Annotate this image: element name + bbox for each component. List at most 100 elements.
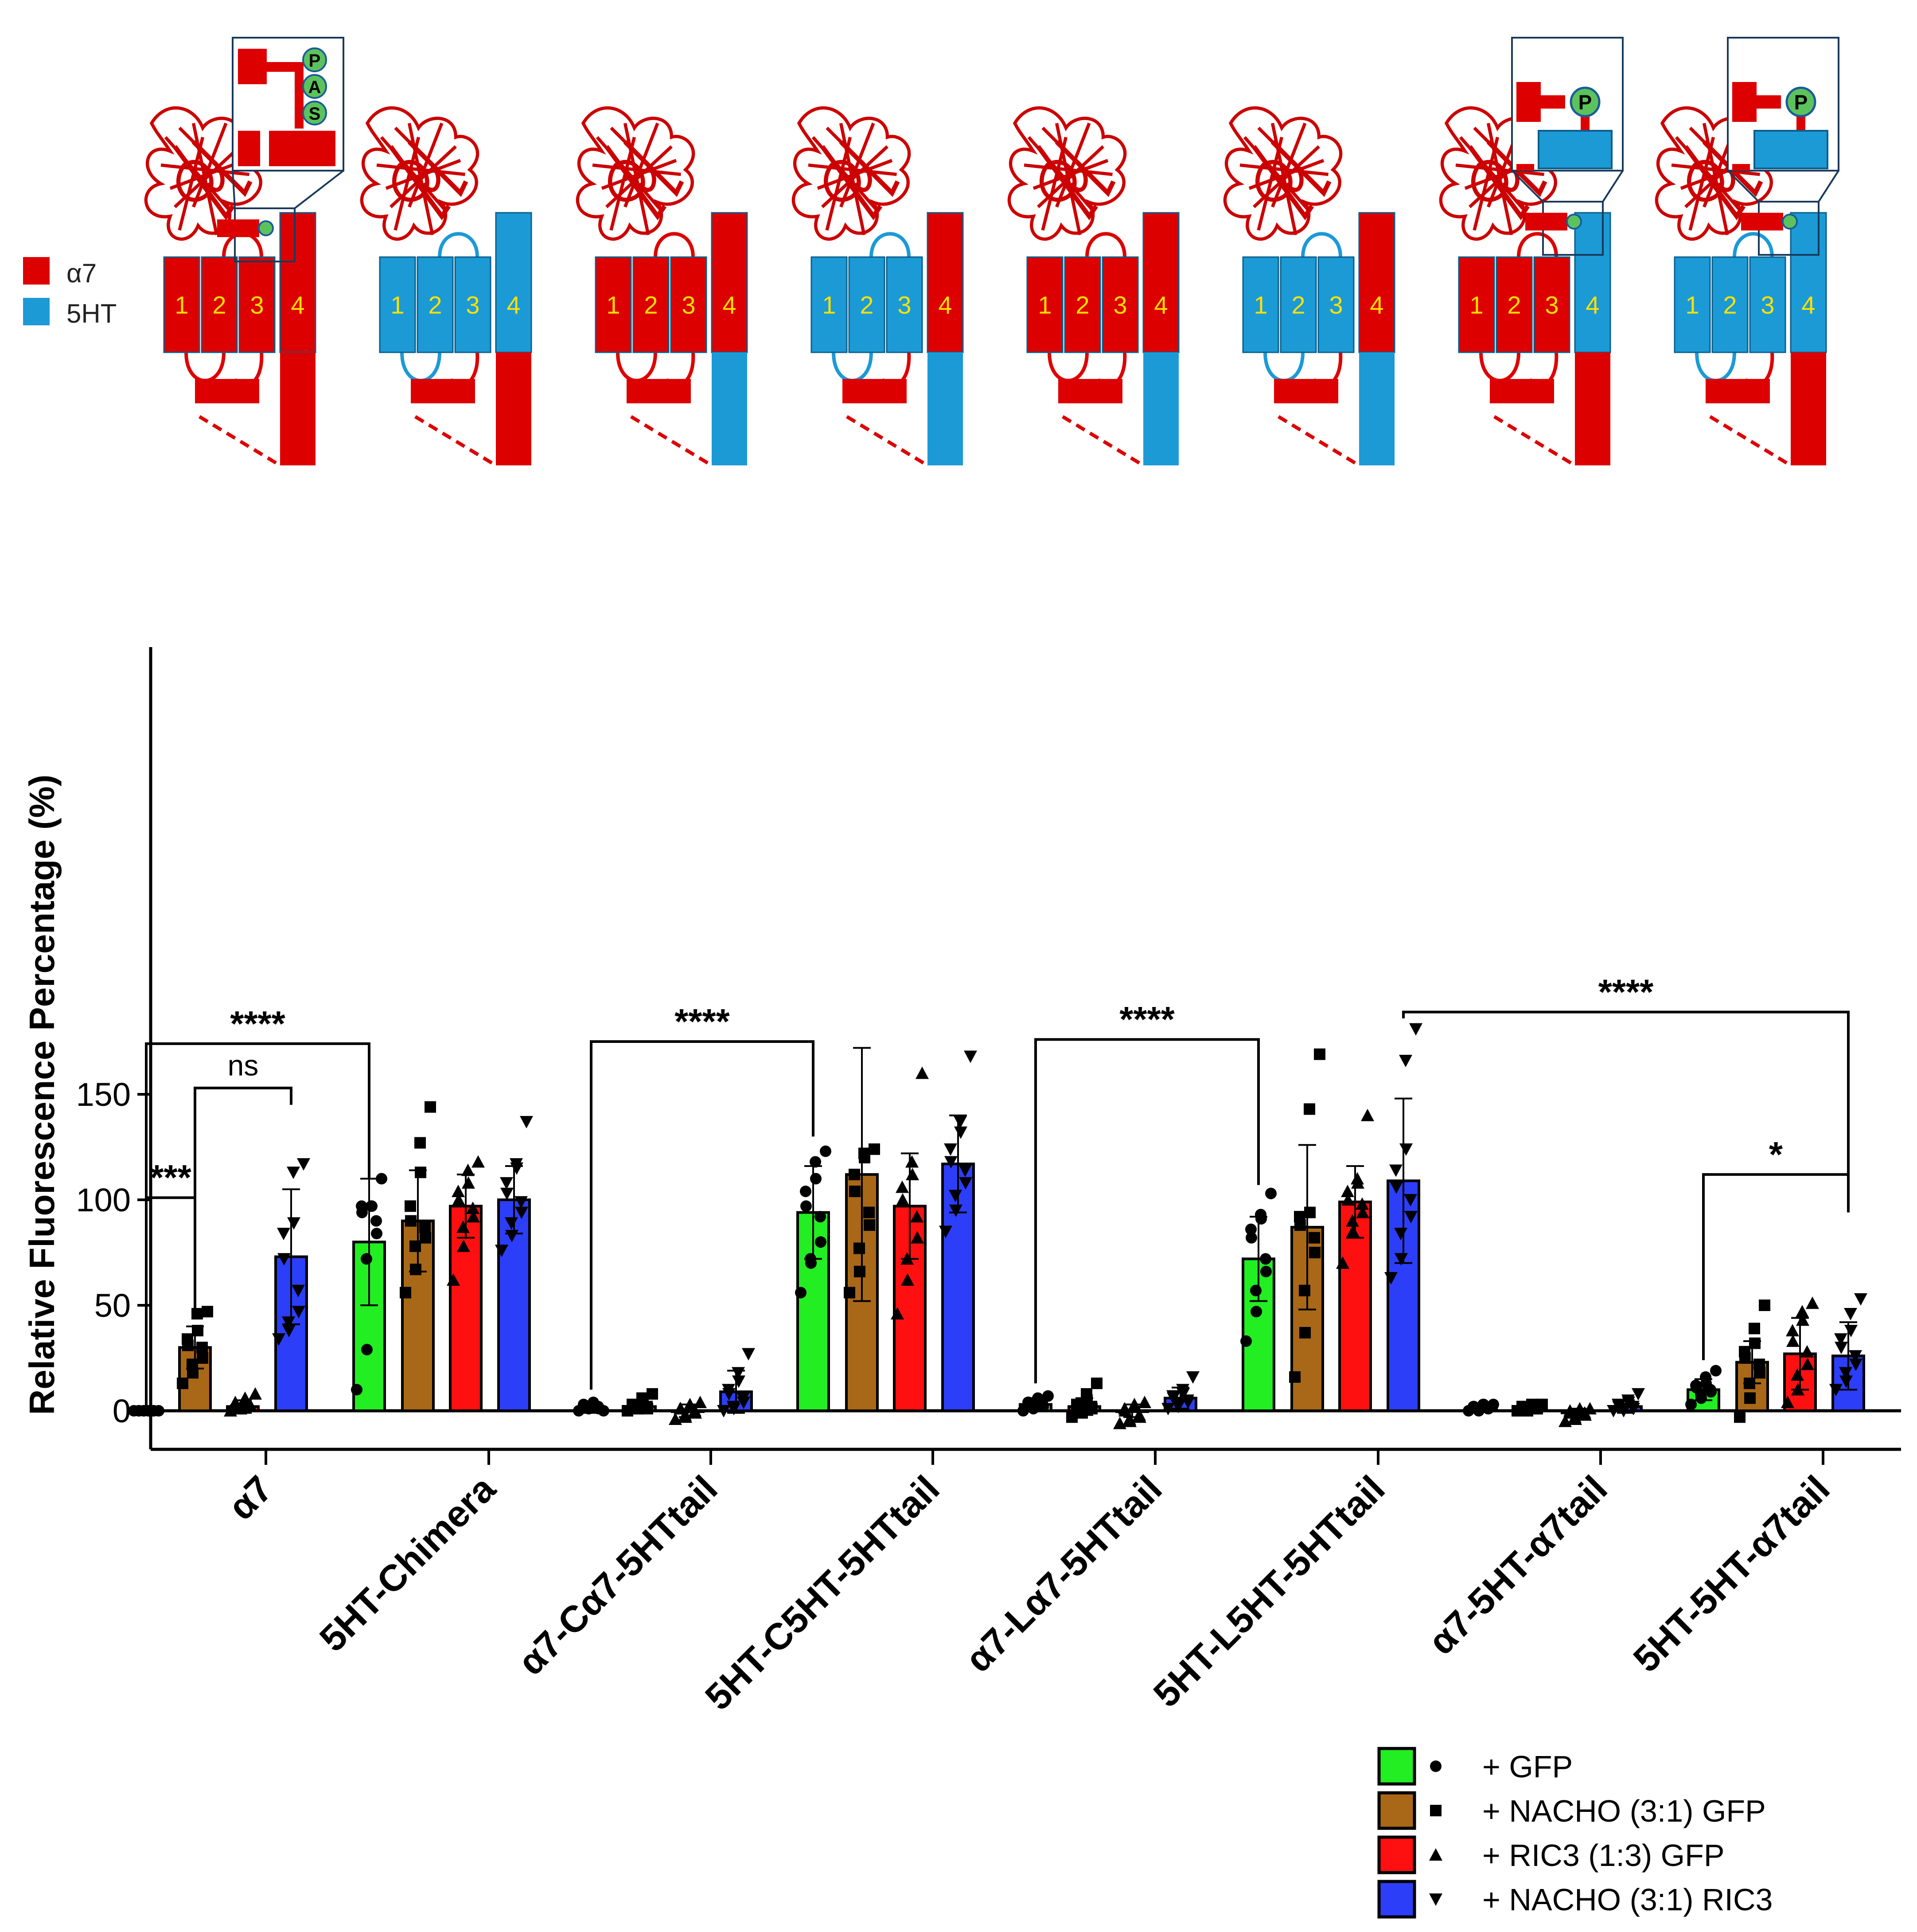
data-point-triangle-down (742, 1348, 755, 1361)
data-point-square (405, 1200, 416, 1212)
data-point-circle (578, 1398, 589, 1410)
disordered-linker (1277, 415, 1360, 467)
data-point-triangle-up (1341, 1193, 1355, 1206)
tm-number-4: 4 (1370, 291, 1383, 319)
data-point-triangle-down (1612, 1398, 1625, 1411)
data-point-circle (1251, 1306, 1262, 1318)
data-point-triangle-down (515, 1206, 528, 1219)
data-point-square (414, 1137, 426, 1149)
y-tick-label: 0 (113, 1393, 131, 1429)
data-point-triangle-down (520, 1116, 533, 1128)
ma-helix (1274, 379, 1338, 403)
data-point-triangle-up (1429, 1848, 1442, 1861)
extracellular-loop-2-3 (869, 232, 911, 258)
data-point-square (182, 1333, 193, 1345)
data-point-square (1294, 1211, 1305, 1223)
tm-number-4: 4 (507, 291, 520, 319)
data-point-triangle-up (1128, 1397, 1141, 1410)
data-point-triangle-down (959, 1177, 972, 1190)
data-point-triangle-up (452, 1184, 465, 1197)
ma-helix (411, 379, 475, 403)
tm-number-1: 1 (1038, 291, 1052, 319)
data-point-triangle-up (683, 1397, 697, 1410)
data-point-square (177, 1378, 188, 1389)
data-point-triangle-up (224, 1404, 237, 1417)
extracellular-domain-icon (577, 108, 693, 239)
transmembrane-helix-4 (711, 212, 748, 353)
extracellular-loop-2-3 (222, 232, 263, 258)
data-point-triangle-down (495, 1245, 508, 1257)
tm-number-2: 2 (212, 291, 226, 319)
data-point-triangle-down (1849, 1350, 1862, 1363)
data-point-triangle-up (1786, 1334, 1800, 1347)
transmembrane-helix-4 (1358, 212, 1395, 353)
disordered-linker (1493, 415, 1576, 467)
data-point-square (191, 1308, 203, 1320)
data-point-triangle-up (901, 1273, 914, 1286)
data-point-triangle-down (1389, 1164, 1403, 1177)
tm-number-3: 3 (1545, 291, 1559, 319)
data-point-triangle-up (1563, 1404, 1577, 1417)
key-swatch-a7 (23, 257, 50, 285)
phospho-residue-icon (1570, 86, 1601, 117)
significance-bracket (1402, 1011, 1850, 1210)
data-point-triangle-up (1796, 1313, 1809, 1326)
ma-helix (842, 379, 907, 403)
data-point-triangle-down (727, 1401, 740, 1413)
extracellular-domain-icon (1225, 108, 1340, 239)
tm-number-3: 3 (466, 291, 479, 319)
data-point-triangle-up (674, 1402, 687, 1415)
data-point-triangle-up (238, 1391, 252, 1404)
inset-small-phospho-icon (258, 220, 274, 236)
data-point-triangle-up (1133, 1408, 1146, 1421)
data-point-triangle-down (1839, 1367, 1852, 1380)
legend-item-1: + GFP (1377, 1747, 1573, 1786)
category-label: α7 (220, 1468, 281, 1528)
data-point-triangle-down (292, 1284, 305, 1297)
data-point-square (853, 1242, 865, 1254)
data-point-square (410, 1264, 421, 1276)
data-point-triangle-up (466, 1202, 479, 1214)
pas-residue-letter: S (309, 104, 321, 124)
inset-small-phospho-icon (1782, 214, 1798, 230)
category-label: 5HT-L5HT-5HTtail (1146, 1468, 1393, 1715)
ma-helix (1706, 379, 1770, 403)
data-point-triangle-up (916, 1066, 929, 1079)
y-axis-label: Relative Fluorescence Percentage (%) (22, 774, 62, 1415)
transmembrane-helix-2 (417, 256, 454, 353)
bar (1387, 1179, 1420, 1412)
data-point-triangle-down (1632, 1388, 1645, 1401)
pas-residue-letter: P (309, 51, 321, 70)
data-point-triangle-up (896, 1180, 909, 1193)
data-point-square (1304, 1103, 1315, 1115)
data-point-triangle-up (457, 1239, 470, 1252)
transmembrane-helix-3 (1533, 256, 1570, 353)
data-point-triangle-down (292, 1306, 305, 1319)
tm-number-2: 2 (1291, 291, 1305, 319)
data-point-square (869, 1143, 880, 1155)
data-point-triangle-down (954, 1126, 967, 1139)
disordered-linker (630, 415, 713, 467)
inset-zoom-line-left (232, 170, 236, 209)
data-point-square (1516, 1401, 1528, 1413)
tm-number-4: 4 (1154, 291, 1168, 319)
transmembrane-helix-3 (670, 256, 707, 353)
data-point-triangle-down (944, 1156, 958, 1169)
data-point-triangle-up (669, 1413, 682, 1425)
y-tick-label: 150 (76, 1076, 131, 1113)
data-point-triangle-up (1123, 1413, 1136, 1425)
intracellular-tail (1791, 352, 1826, 465)
data-point-square (197, 1352, 208, 1364)
tm-number-2: 2 (1075, 291, 1089, 319)
data-point-triangle-down (939, 1226, 952, 1238)
data-point-triangle-down (1161, 1403, 1175, 1416)
data-point-circle (1245, 1223, 1257, 1235)
data-point-circle (800, 1200, 812, 1212)
data-point-circle (1240, 1335, 1252, 1347)
intracellular-loop-1-2 (184, 352, 226, 382)
data-point-triangle-down (717, 1405, 730, 1417)
